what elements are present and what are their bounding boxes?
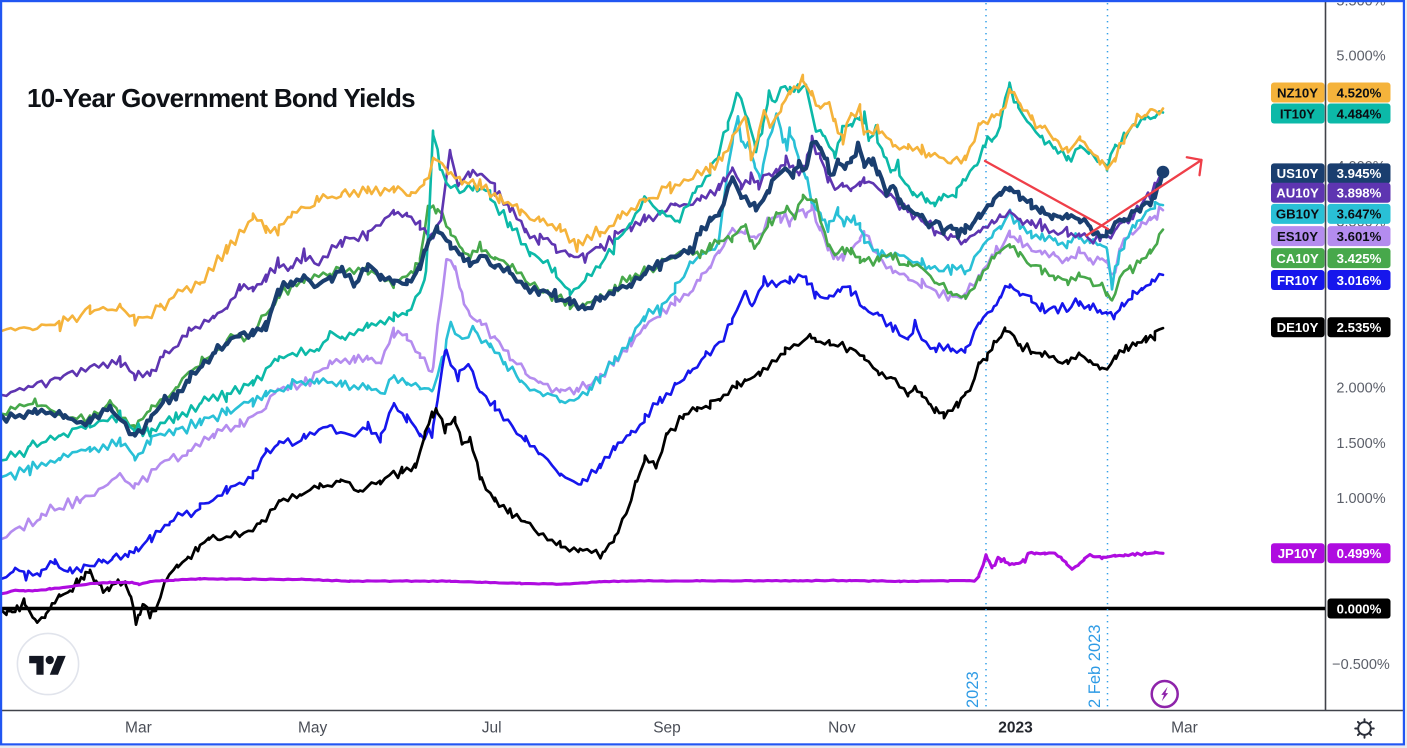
svg-text:ES10Y: ES10Y — [1277, 229, 1318, 244]
svg-text:5.500%: 5.500% — [1336, 0, 1385, 9]
svg-text:AU10Y: AU10Y — [1276, 186, 1319, 201]
svg-text:Sep: Sep — [653, 720, 681, 737]
svg-text:4.484%: 4.484% — [1337, 106, 1382, 121]
svg-text:1.000%: 1.000% — [1336, 491, 1385, 507]
svg-text:IT10Y: IT10Y — [1280, 106, 1315, 121]
svg-text:JP10Y: JP10Y — [1278, 546, 1318, 561]
svg-text:2.000%: 2.000% — [1336, 381, 1385, 397]
svg-text:−0.500%: −0.500% — [1332, 657, 1390, 673]
svg-text:1.500%: 1.500% — [1336, 436, 1385, 452]
svg-text:Mar: Mar — [1171, 720, 1198, 737]
svg-text:3.425%: 3.425% — [1337, 251, 1382, 266]
svg-text:3.898%: 3.898% — [1337, 186, 1382, 201]
svg-text:0.000%: 0.000% — [1337, 601, 1382, 616]
svg-text:5.000%: 5.000% — [1336, 49, 1385, 65]
svg-text:May: May — [298, 720, 328, 737]
svg-text:0.499%: 0.499% — [1337, 546, 1382, 561]
svg-text:DE10Y: DE10Y — [1277, 320, 1319, 335]
svg-text:Nov: Nov — [828, 720, 856, 737]
svg-text:3.647%: 3.647% — [1337, 207, 1382, 222]
svg-text:2023: 2023 — [964, 671, 982, 708]
svg-text:2.535%: 2.535% — [1337, 320, 1382, 335]
svg-text:Mar: Mar — [125, 720, 152, 737]
svg-text:FR10Y: FR10Y — [1277, 273, 1318, 288]
svg-text:3.016%: 3.016% — [1337, 273, 1382, 288]
svg-text:2 Feb 2023: 2 Feb 2023 — [1086, 625, 1104, 708]
svg-text:3.945%: 3.945% — [1337, 166, 1382, 181]
svg-text:GB10Y: GB10Y — [1276, 207, 1319, 222]
svg-text:Jul: Jul — [482, 720, 502, 737]
svg-text:10-Year Government Bond Yields: 10-Year Government Bond Yields — [27, 83, 415, 113]
svg-text:2023: 2023 — [998, 720, 1033, 737]
svg-text:US10Y: US10Y — [1277, 166, 1319, 181]
svg-text:CA10Y: CA10Y — [1276, 251, 1319, 266]
svg-text:3.601%: 3.601% — [1337, 229, 1382, 244]
svg-text:NZ10Y: NZ10Y — [1277, 85, 1318, 100]
svg-text:4.520%: 4.520% — [1337, 85, 1382, 100]
